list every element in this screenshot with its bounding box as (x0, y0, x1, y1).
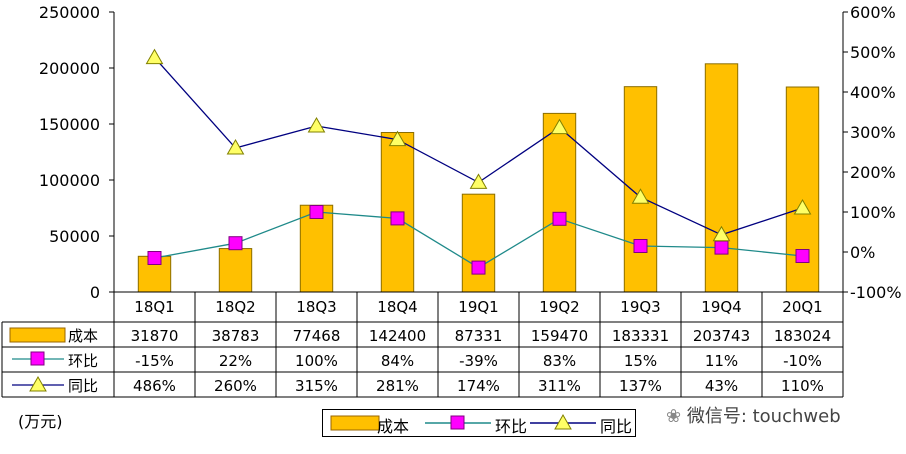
table-cell: 486% (133, 377, 176, 395)
table-cell: 87331 (455, 327, 503, 345)
table-cell: 110% (781, 377, 824, 395)
left-tick-label: 250000 (39, 3, 100, 22)
category-label: 20Q1 (782, 298, 822, 316)
table-cell: 174% (457, 377, 500, 395)
table-cell: -10% (783, 352, 822, 370)
category-label: 19Q1 (458, 298, 498, 316)
qoq-point (147, 251, 162, 265)
table-cell: 203743 (693, 327, 750, 345)
right-tick-label: 100% (850, 203, 896, 222)
table-cell: 159470 (531, 327, 588, 345)
yoy-point (631, 188, 650, 204)
table-swatch-bar (9, 327, 66, 343)
legend-item-cost: 成本 (323, 410, 423, 436)
qoq-point (471, 260, 486, 275)
table-cell: 137% (619, 377, 662, 395)
left-tick-label: 50000 (49, 227, 100, 246)
qoq-point (390, 211, 405, 226)
wechat-icon: ❀ (666, 406, 682, 427)
qoq-point (228, 236, 243, 251)
category-label: 18Q4 (377, 298, 417, 316)
legend-label-yoy: 同比 (600, 417, 633, 436)
table-cell: 43% (705, 377, 738, 395)
legend-swatch-square (425, 415, 491, 430)
table-cell: -39% (459, 352, 498, 370)
table-cell: 38783 (212, 327, 260, 345)
legend-label-qoq: 环比 (495, 417, 528, 436)
right-tick-label: 300% (850, 123, 896, 142)
table-row-label: 环比 (68, 352, 98, 370)
legend-swatch-triangle (530, 413, 596, 430)
right-tick-label: 200% (850, 163, 896, 182)
yoy-point (307, 116, 326, 133)
category-label: 18Q3 (296, 298, 336, 316)
right-tick-label: 400% (850, 83, 896, 102)
table-cell: 22% (219, 352, 252, 370)
qoq-point (309, 205, 324, 219)
yoy-point (145, 48, 164, 65)
watermark-text: 微信号: touchweb (686, 406, 841, 427)
table-cell: 31870 (131, 327, 179, 345)
yoy-point (388, 130, 407, 147)
table-cell: 77468 (293, 327, 341, 345)
bar (218, 248, 253, 293)
legend-item-qoq: 环比 (423, 410, 528, 436)
category-label: 18Q1 (134, 298, 174, 316)
watermark: ❀ 微信号: touchweb (666, 402, 841, 428)
qoq-point (633, 239, 648, 253)
table-cell: 84% (381, 352, 414, 370)
yoy-point (550, 118, 569, 135)
table-cell: 142400 (369, 327, 426, 345)
qoq-point (714, 240, 729, 255)
category-label: 19Q2 (539, 298, 579, 316)
category-label: 19Q4 (701, 298, 741, 316)
left-tick-label: 100000 (39, 171, 100, 190)
right-tick-label: -100% (850, 283, 902, 302)
qoq-point (552, 211, 567, 226)
table-cell: 311% (538, 377, 581, 395)
category-label: 19Q3 (620, 298, 660, 316)
qoq-point (795, 249, 810, 263)
left-tick-label: 150000 (39, 115, 100, 134)
bar (461, 193, 496, 293)
table-cell: 100% (295, 352, 338, 370)
table-cell: 15% (624, 352, 657, 370)
legend-swatch-bar (330, 415, 380, 431)
left-tick-label: 200000 (39, 59, 100, 78)
unit-label: (万元) (18, 412, 63, 431)
legend-item-yoy: 同比 (528, 410, 635, 436)
table-row-label: 同比 (68, 377, 98, 395)
table-cell: 281% (376, 377, 419, 395)
table-swatch-square (30, 351, 45, 366)
legend: 成本 环比 同比 (322, 409, 636, 437)
table-cell: 315% (295, 377, 338, 395)
left-tick-label: 0 (90, 283, 100, 302)
legend-label-cost: 成本 (377, 417, 410, 436)
bar (542, 112, 577, 293)
table-cell: -15% (135, 352, 174, 370)
category-label: 18Q2 (215, 298, 255, 316)
right-tick-label: 600% (850, 3, 896, 22)
table-cell: 183331 (612, 327, 669, 345)
table-cell: 260% (214, 377, 257, 395)
table-cell: 183024 (774, 327, 831, 345)
bar (704, 63, 739, 293)
yoy-point (469, 173, 488, 189)
right-tick-label: 500% (850, 43, 896, 62)
table-cell: 11% (705, 352, 738, 370)
table-swatch-triangle (29, 375, 47, 392)
yoy-point (712, 225, 731, 242)
yoy-point (226, 138, 245, 155)
right-tick-label: 0% (850, 243, 875, 262)
table-row-label: 成本 (68, 327, 98, 345)
yoy-point (793, 198, 812, 215)
table-cell: 83% (543, 352, 576, 370)
